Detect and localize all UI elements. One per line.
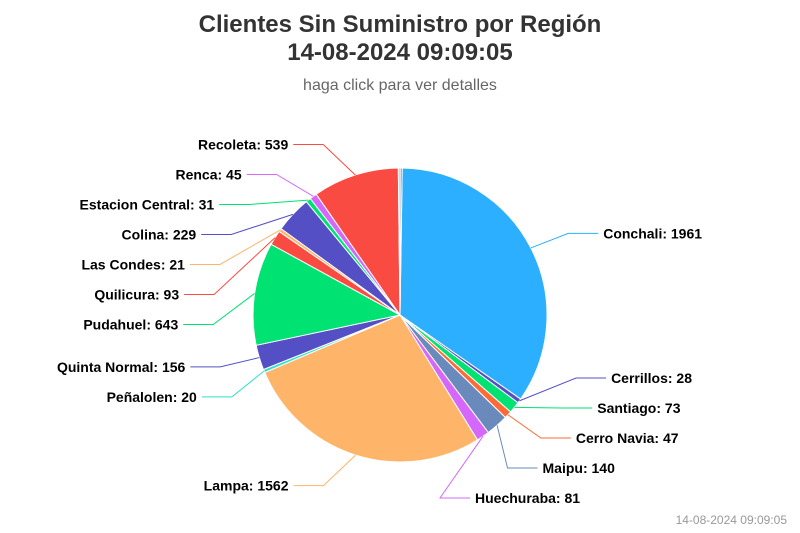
chart-subtitle: haga click para ver detalles [303,77,497,94]
data-label-quilicura: Quilicura: 93 [94,286,179,302]
data-label-renca: Renca: 45 [175,166,241,182]
connector-las-condes [189,229,281,265]
connector-maipu [496,425,538,469]
pie-slice-unlabeled-17[interactable] [399,167,403,316]
connector-recoleta [293,143,356,176]
pie-slice-recoleta[interactable] [315,167,401,317]
connector-penalolen [201,370,265,398]
connector-cerro-navia [507,414,571,439]
data-label-recoleta: Recoleta: 539 [198,136,288,152]
connector-pudahuel [183,293,255,325]
chart-title-line1: Clientes Sin Suministro por Región [198,11,602,38]
connector-quinta-normal [190,357,260,368]
connector-colina [201,213,294,235]
data-label-lampa: Lampa: 1562 [204,478,289,494]
pie-slice-pudahuel[interactable] [252,243,402,346]
footer-timestamp: 14-08-2024 09:09:05 [675,513,787,527]
connector-lampa [293,454,356,487]
connector-huechuraba [439,436,484,499]
data-label-maipu: Maipu: 140 [543,460,616,476]
data-label-estacion-central: Estacion Central: 31 [80,196,215,212]
connector-cerrillos [519,377,607,402]
data-label-cerrillos: Cerrillos: 28 [611,370,692,386]
data-label-quinta-normal: Quinta Normal: 156 [57,359,186,375]
connector-quilicura [184,237,276,295]
chart-title-line2: 14-08-2024 09:09:05 [287,39,513,66]
connector-conchali [530,232,599,249]
data-label-penalolen: Peñalolen: 20 [107,389,197,405]
data-label-huechuraba: Huechuraba: 81 [475,490,580,506]
data-label-pudahuel: Pudahuel: 643 [83,316,178,332]
pie-slice-conchali[interactable] [399,167,548,400]
connector-estacion-central [219,199,309,205]
data-label-conchali: Conchali: 1961 [603,225,702,241]
pie-slice-lampa[interactable] [264,314,479,463]
data-label-cerro-navia: Cerro Navia: 47 [576,430,679,446]
data-label-las-condes: Las Condes: 21 [81,256,185,272]
connector-santiago [514,406,593,409]
connector-renca [246,173,314,197]
data-label-colina: Colina: 229 [122,226,197,242]
data-label-santiago: Santiago: 73 [597,400,680,416]
